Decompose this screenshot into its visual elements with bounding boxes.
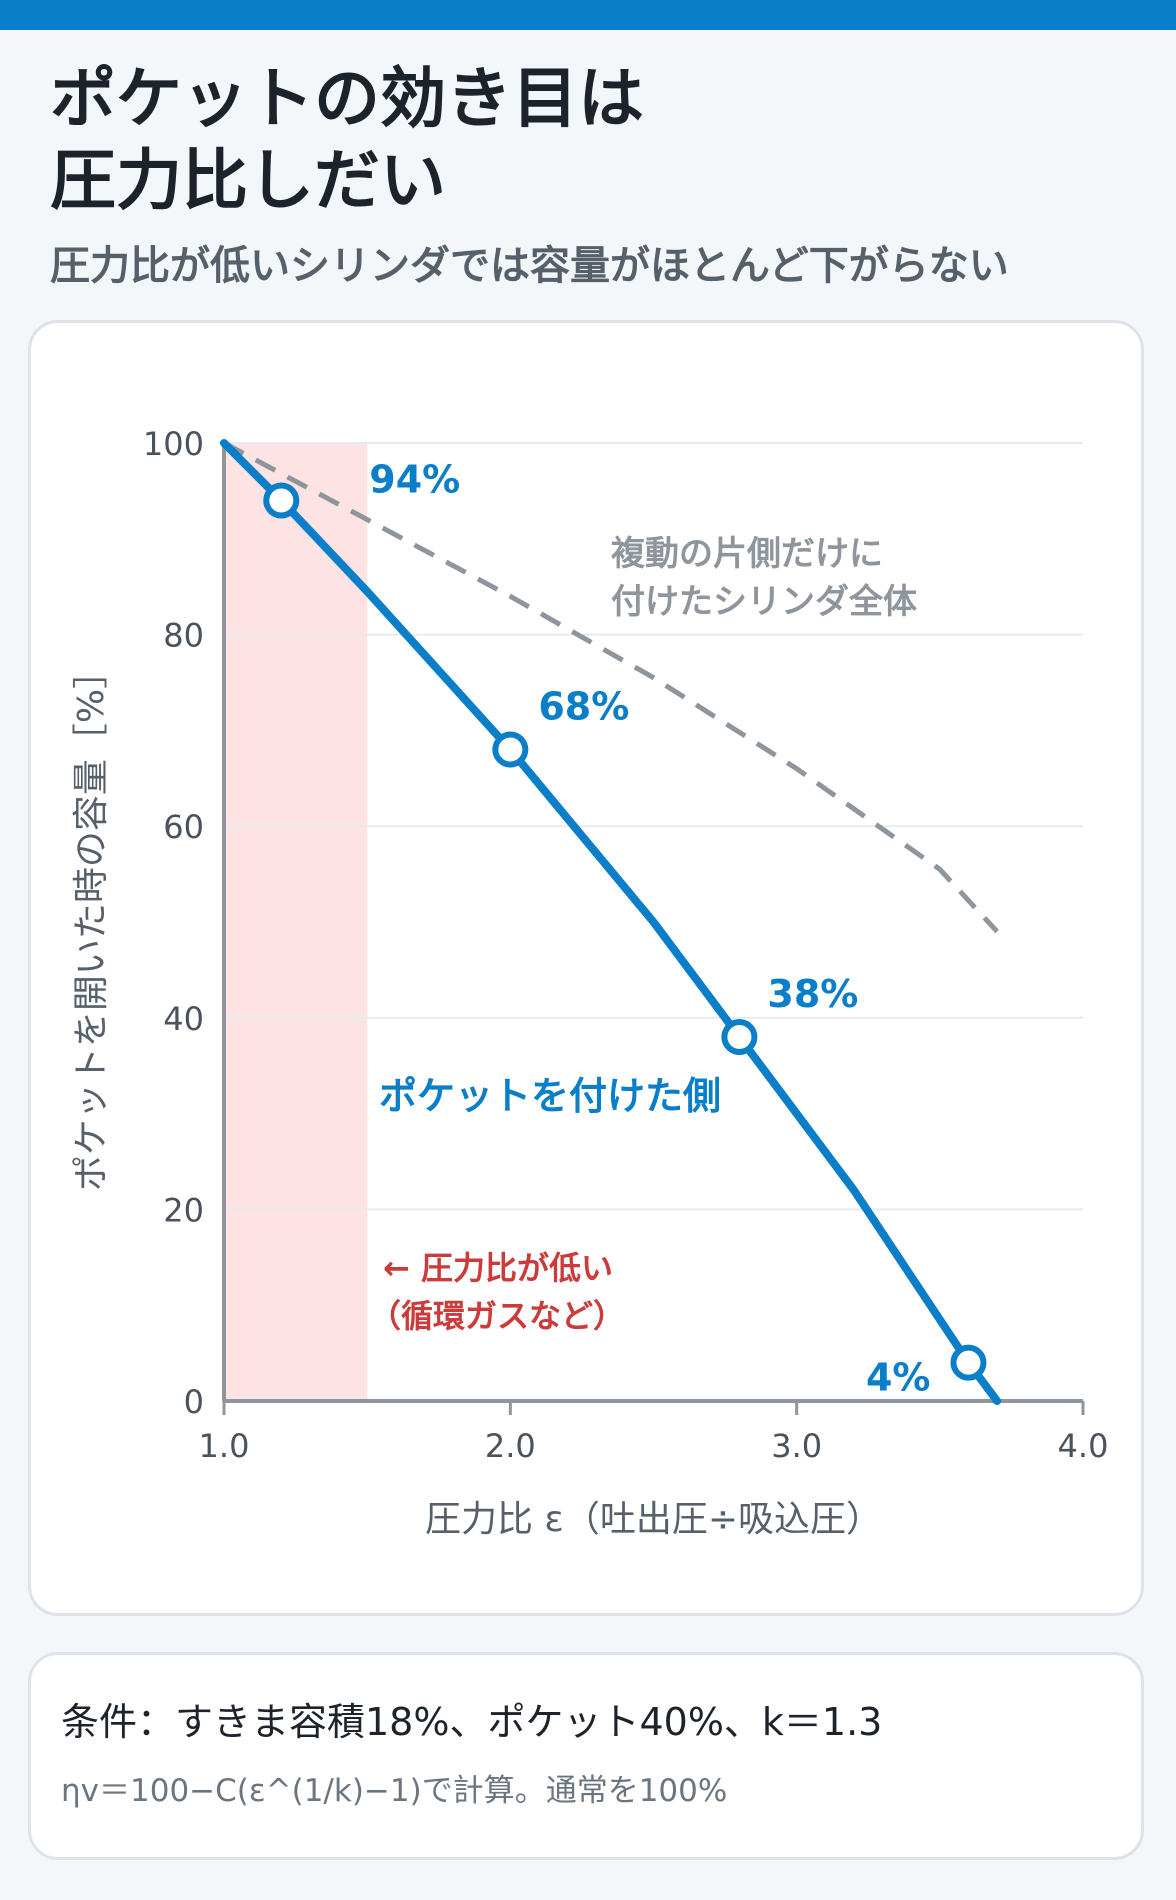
line-chart: 0 20 40 60 80 100 1.0 2.0 3.0 4.0 圧力比 ε（吐出圧÷吸込圧） ポケ… — [71, 425, 1109, 1540]
y-tick-label: 20 — [163, 1191, 204, 1229]
series-label-full-cylinder: 付けたシリンダ全体 — [611, 582, 917, 622]
y-tick-label: 60 — [163, 808, 204, 846]
data-point-marker — [263, 482, 300, 519]
data-label: 38% — [767, 972, 858, 1016]
title-line-1: ポケットの効き目は — [50, 60, 644, 137]
low-ratio-label: ← 圧力比が低い — [383, 1249, 613, 1287]
x-tick-label: 4.0 — [1058, 1427, 1109, 1465]
y-tick-label: 0 — [184, 1383, 204, 1421]
x-tick-label: 1.0 — [199, 1427, 250, 1465]
page-subtitle: 圧力比が低いシリンダでは容量がほとんど下がらない — [50, 243, 1009, 289]
series-label-full-cylinder: 複動の片側だけに — [611, 534, 883, 574]
x-axis-title: 圧力比 ε（吐出圧÷吸込圧） — [425, 1499, 882, 1540]
conditions-card: 条件：すきま容積18%、ポケット40%、k＝1.3 ηv＝100−C(ε^(1/… — [28, 1652, 1144, 1860]
y-tick-label: 80 — [163, 617, 204, 655]
formula-text: ηv＝100−C(ε^(1/k)−1)で計算。通常を100% — [61, 1773, 728, 1809]
series-pocket-side-line — [220, 439, 1002, 1405]
data-point-marker — [950, 1344, 987, 1381]
data-point-marker — [721, 1018, 758, 1055]
y-tick-label: 100 — [143, 425, 204, 463]
data-point-marker — [492, 731, 529, 768]
low-ratio-zone — [224, 443, 368, 1401]
y-tick-label: 40 — [163, 1000, 204, 1038]
top-accent-bar — [0, 0, 1176, 30]
page-title: ポケットの効き目は 圧力比しだい — [50, 58, 1050, 222]
chart-card: 0 20 40 60 80 100 1.0 2.0 3.0 4.0 圧力比 ε（吐出圧÷吸込圧） ポケ… — [28, 320, 1144, 1616]
series-full-cylinder-line — [222, 440, 999, 934]
data-label: 68% — [538, 685, 629, 729]
data-label: 94% — [369, 457, 460, 501]
data-label: 4% — [866, 1356, 931, 1400]
series-label-pocket-side: ポケットを付けた側 — [379, 1074, 721, 1118]
conditions-text: 条件：すきま容積18%、ポケット40%、k＝1.3 — [61, 1700, 883, 1744]
low-ratio-label: （循環ガスなど） — [369, 1297, 625, 1335]
y-axis-title: ポケットを開いた時の容量［%］ — [71, 653, 112, 1191]
x-tick-label: 2.0 — [485, 1427, 536, 1465]
title-line-2: 圧力比しだい — [50, 142, 446, 219]
x-tick-label: 3.0 — [771, 1427, 822, 1465]
